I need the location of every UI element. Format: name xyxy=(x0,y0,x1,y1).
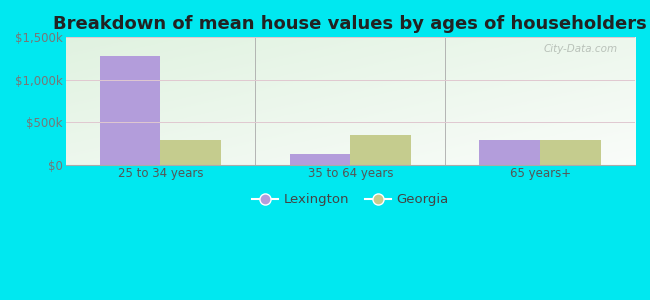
Bar xyxy=(289,154,350,165)
Bar xyxy=(540,140,601,165)
Legend: Lexington, Georgia: Lexington, Georgia xyxy=(246,188,454,212)
Bar xyxy=(99,56,161,165)
Title: Breakdown of mean house values by ages of householders: Breakdown of mean house values by ages o… xyxy=(53,15,647,33)
Bar xyxy=(161,140,221,165)
Bar xyxy=(350,135,411,165)
Bar xyxy=(479,140,540,165)
Text: City-Data.com: City-Data.com xyxy=(544,44,618,54)
